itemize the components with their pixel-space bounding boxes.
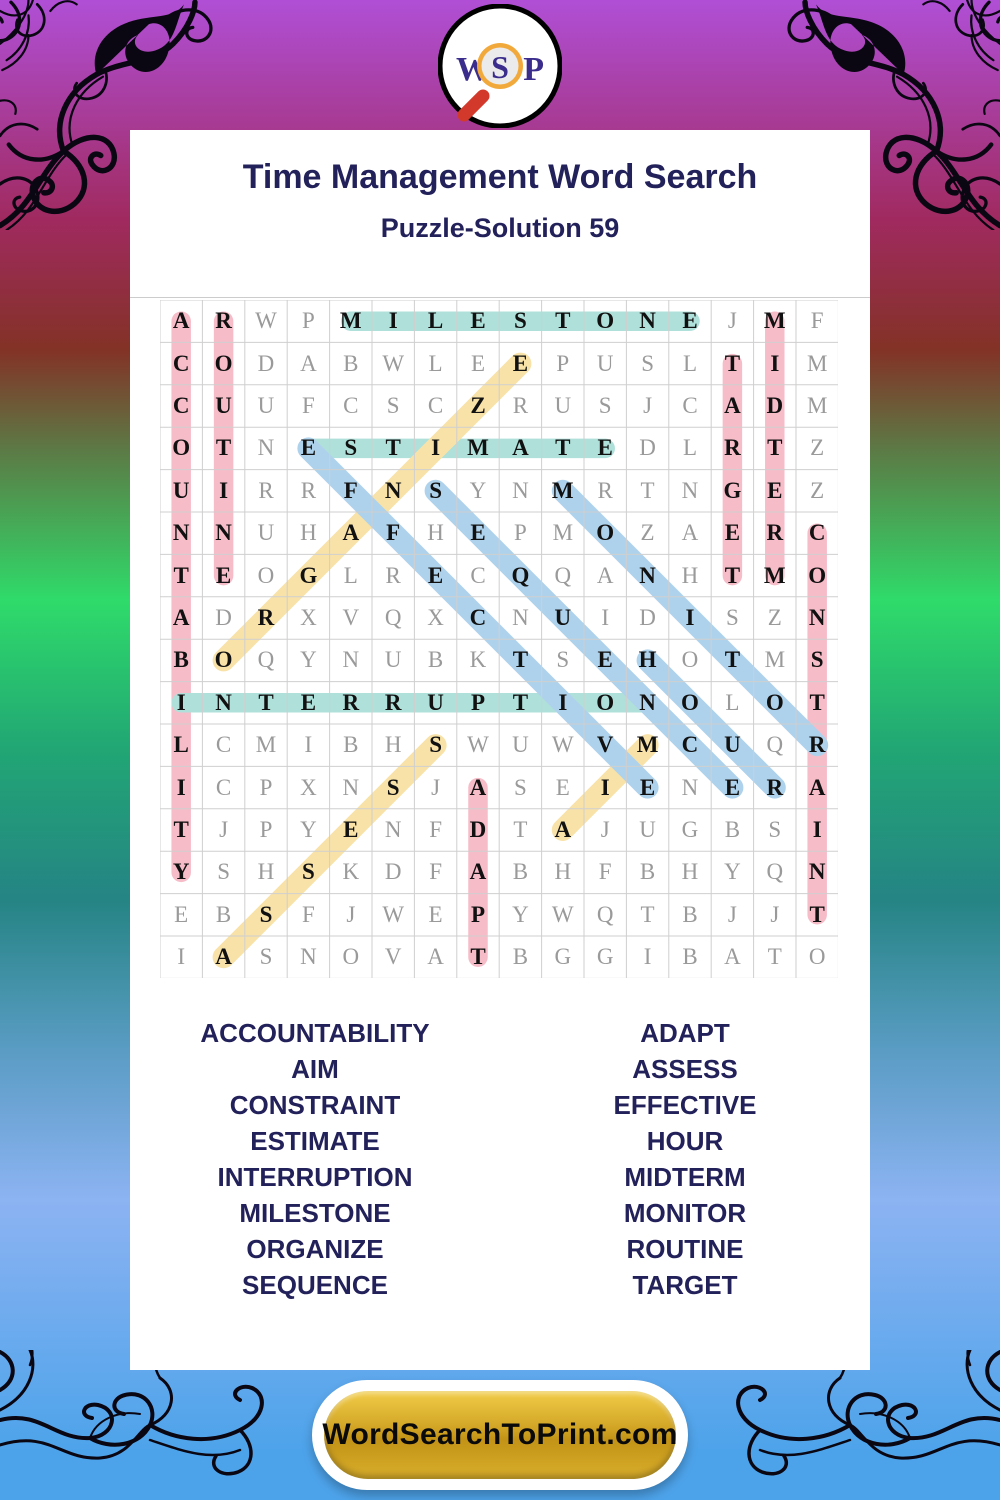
svg-text:S: S <box>491 49 509 85</box>
svg-text:P: P <box>523 51 544 88</box>
